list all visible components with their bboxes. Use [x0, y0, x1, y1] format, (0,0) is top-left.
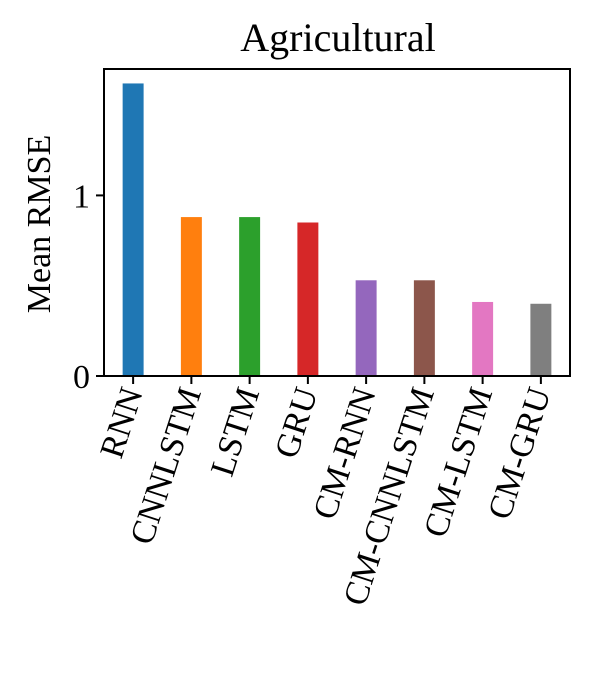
x-tick-label: GRU — [268, 383, 325, 463]
bar-rnn — [122, 83, 144, 377]
x-tick-label: RNN — [93, 383, 150, 463]
y-axis-label: Mean RMSE — [21, 135, 58, 314]
bar-cm-lstm — [472, 301, 494, 376]
y-tick-label: 1 — [73, 178, 90, 215]
plot-frame — [103, 68, 571, 377]
bar-gru — [297, 222, 319, 376]
bars-layer — [122, 83, 552, 377]
bar-lstm — [239, 217, 261, 376]
y-tick-label: 0 — [73, 359, 90, 396]
chart-title: Agricultural — [240, 15, 436, 60]
bar-cm-rnn — [355, 280, 377, 376]
bar-cm-gru — [530, 303, 552, 376]
x-tick-label: LSTM — [204, 383, 267, 481]
bar-cm-cnnlstm — [413, 280, 435, 376]
bar-cnnlstm — [180, 217, 202, 376]
